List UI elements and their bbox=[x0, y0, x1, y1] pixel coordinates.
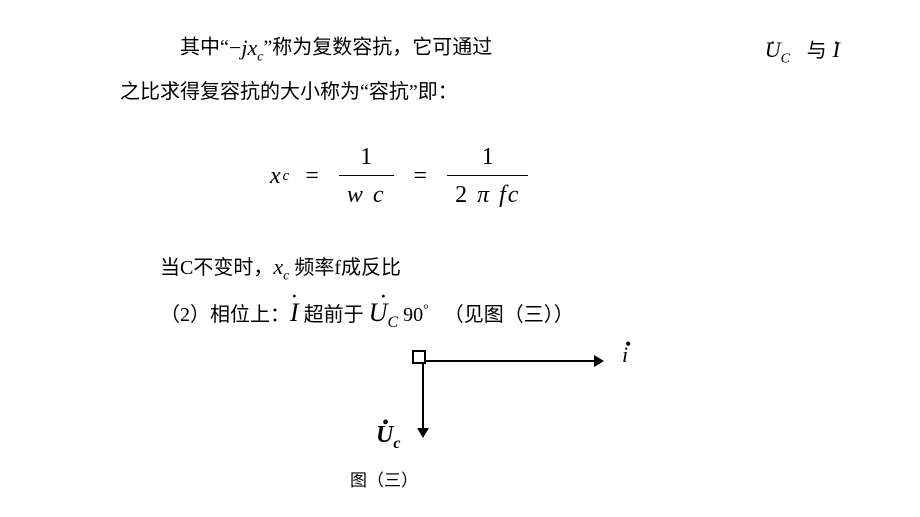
uc-dot: • bbox=[382, 412, 389, 435]
eq-x-sub: c bbox=[283, 168, 290, 185]
p3-mid: 超前于 bbox=[299, 304, 369, 326]
p2-x: x bbox=[273, 254, 283, 279]
diagram-h-arrowhead bbox=[594, 355, 604, 367]
frac1-num: 1 bbox=[352, 144, 380, 175]
paragraph-2: 当C不变时，xc 频率f成反比 bbox=[160, 251, 860, 284]
p3-angle: 90 bbox=[398, 304, 423, 326]
diagram-i-label: • i bbox=[622, 342, 628, 368]
den1-w: w bbox=[347, 182, 365, 208]
diagram-vertical-axis bbox=[422, 360, 424, 430]
fraction-1: 1 w c bbox=[339, 144, 394, 209]
figure-caption: 图（三） bbox=[350, 466, 860, 491]
p3-phasor-u: UC bbox=[369, 298, 398, 332]
sep-text: 与 bbox=[807, 40, 827, 62]
jxc-expression: −jxc bbox=[229, 28, 264, 70]
diagram-right-angle-box bbox=[412, 350, 426, 364]
phasor-u-symbol: U bbox=[765, 37, 781, 62]
diagram-uc-label: • Uc bbox=[376, 422, 400, 453]
p3-u-sub: C bbox=[387, 314, 398, 331]
minus-sign: − bbox=[229, 35, 241, 60]
phasor-i-inline: 与I bbox=[807, 30, 840, 70]
phasor-i-symbol: I bbox=[833, 37, 840, 62]
diagram-horizontal-axis bbox=[414, 360, 594, 362]
frac2-num: 1 bbox=[474, 144, 502, 175]
eq-equals-1: = bbox=[305, 163, 319, 190]
p2-post: 频率f成反比 bbox=[289, 257, 401, 279]
var-x: x bbox=[247, 35, 257, 60]
diagram-v-arrowhead bbox=[417, 428, 429, 438]
paragraph-1-line-1: 其中“−jxc”称为复数容抗，它可通过 UC 与I bbox=[180, 28, 860, 70]
den1-c: c bbox=[373, 182, 386, 208]
fraction-2: 1 2 π fc bbox=[447, 144, 528, 209]
equation-xc: xc = 1 w c = 1 2 π fc bbox=[270, 144, 860, 209]
paragraph-1-line-2: 之比求得复容抗的大小称为“容抗”即： bbox=[120, 74, 860, 110]
den2-2: 2 bbox=[455, 182, 469, 208]
p1-pre-text: 其中“ bbox=[180, 36, 229, 58]
eq-x: x bbox=[270, 163, 281, 190]
phasor-diagram: • i • Uc bbox=[360, 348, 680, 458]
frac1-den: w c bbox=[339, 176, 394, 209]
p3-phasor-i: I bbox=[290, 298, 299, 328]
p3-u: U bbox=[369, 298, 388, 327]
paragraph-3: （2）相位上：I 超前于 UC 90° （见图（三）） bbox=[160, 298, 860, 332]
document-content: 其中“−jxc”称为复数容抗，它可通过 UC 与I 之比求得复容抗的大小称为“容… bbox=[0, 0, 920, 491]
p1-mid-text: ”称为复数容抗，它可通过 bbox=[263, 36, 492, 58]
i-dot: • bbox=[625, 334, 631, 355]
uc-sub: c bbox=[393, 435, 400, 452]
den2-c: c bbox=[508, 182, 521, 208]
p2-pre: 当C不变时， bbox=[160, 257, 273, 279]
frac2-den: 2 π fc bbox=[447, 176, 528, 209]
p3-post: （见图（三）） bbox=[429, 304, 574, 326]
eq-equals-2: = bbox=[414, 163, 428, 190]
phasor-u-inline: UC bbox=[765, 30, 790, 72]
paragraph-1: 其中“−jxc”称为复数容抗，它可通过 UC 与I 之比求得复容抗的大小称为“容… bbox=[180, 28, 860, 110]
p2-xc: xc bbox=[273, 254, 289, 279]
sub-c: c bbox=[257, 49, 263, 64]
den2-pi: π bbox=[477, 182, 491, 208]
den2-f: f bbox=[499, 182, 508, 208]
phasor-u-sub: C bbox=[781, 51, 790, 66]
p3-label: （2）相位上： bbox=[160, 304, 290, 326]
